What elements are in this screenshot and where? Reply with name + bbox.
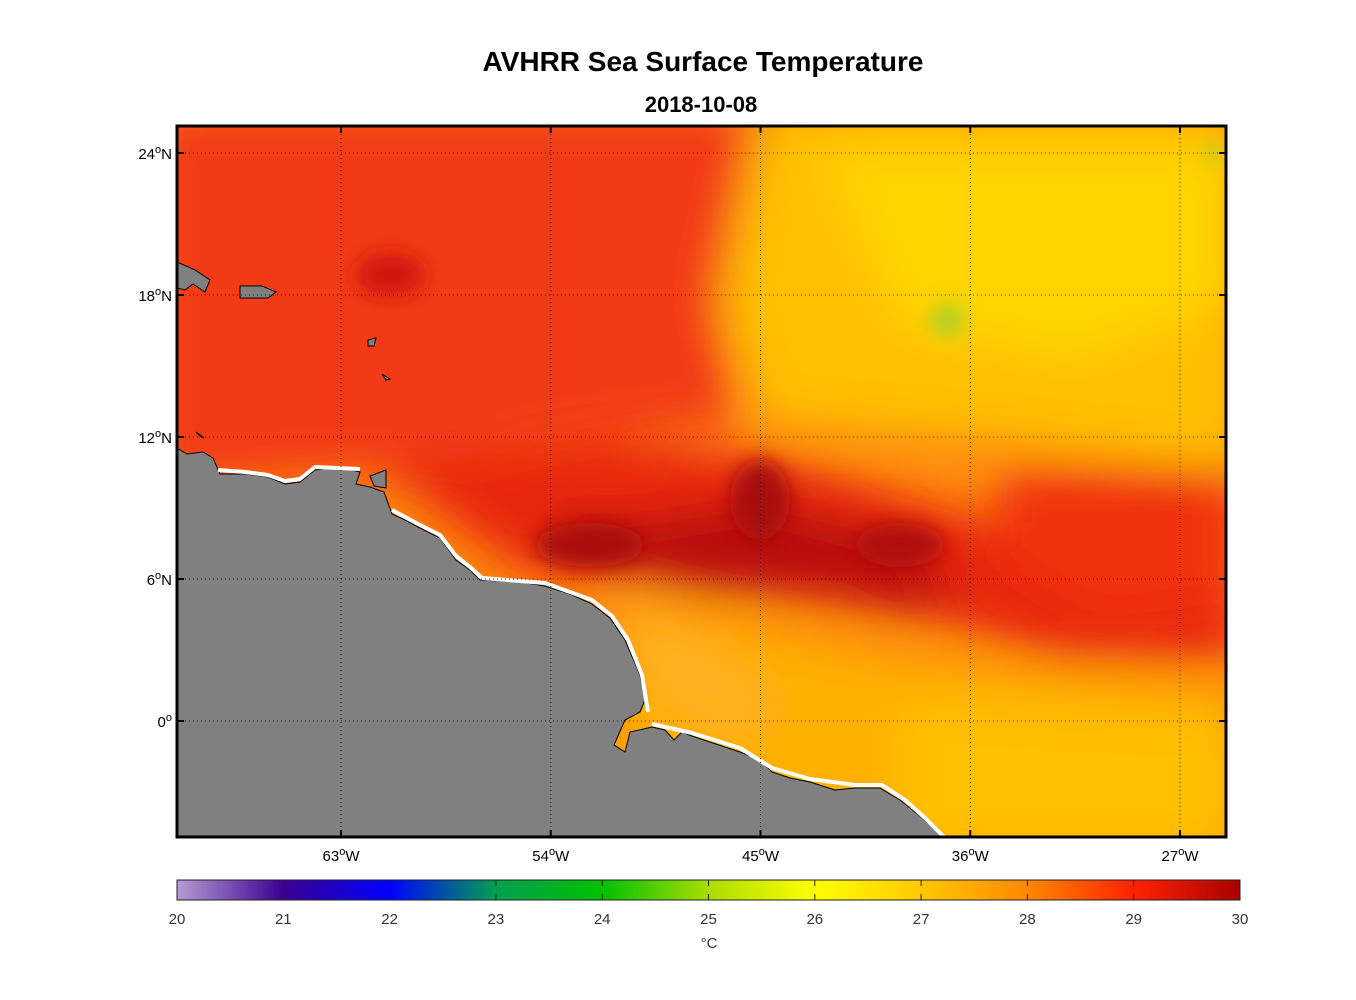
coastal-no-data-fringe	[217, 465, 947, 837]
lat-tick-label: 24oN	[138, 144, 172, 163]
colorbar: 20 21 22 23 24 25 26 27 28 29 30 °C	[169, 879, 1249, 952]
colorbar-tick-label: 28	[1019, 911, 1036, 928]
lat-tick-label: 6oN	[147, 570, 172, 589]
map-gridlines	[177, 126, 1226, 837]
lat-tick-label: 12oN	[138, 428, 172, 447]
colorbar-unit-label: °C	[701, 935, 718, 952]
land-south-america	[177, 447, 942, 837]
lon-tick-label: 45oW	[742, 846, 780, 865]
colorbar-tick-label: 24	[594, 911, 611, 928]
colorbar-tick-label: 26	[806, 911, 823, 928]
map-title: AVHRR Sea Surface Temperature	[482, 46, 924, 77]
map-subtitle: 2018-10-08	[644, 92, 758, 117]
lon-tick-label: 54oW	[532, 846, 570, 865]
lon-tick-label: 27oW	[1162, 846, 1200, 865]
lon-tick-label: 36oW	[952, 846, 990, 865]
lat-tick-label: 0o	[158, 712, 172, 731]
colorbar-tick-label: 21	[275, 911, 292, 928]
colorbar-tick-label: 30	[1232, 911, 1249, 928]
colorbar-tick-label: 23	[488, 911, 505, 928]
map-frame	[175, 124, 1228, 839]
land-caribbean-islands	[177, 261, 392, 489]
latitude-ticks: 24oN 18oN 12oN 6oN 0o	[138, 144, 1226, 731]
sst-field	[177, 126, 1226, 837]
colorbar-tick-label: 25	[700, 911, 717, 928]
colorbar-tick-label: 20	[169, 911, 186, 928]
lat-tick-label: 18oN	[138, 286, 172, 305]
colorbar-tick-label: 22	[381, 911, 398, 928]
lon-tick-label: 63oW	[323, 846, 361, 865]
longitude-ticks: 63oW 54oW 45oW 36oW 27oW	[323, 126, 1200, 865]
colorbar-tick-label: 27	[913, 911, 930, 928]
colorbar-ticks: 20 21 22 23 24 25 26 27 28 29 30	[169, 880, 1249, 928]
colorbar-tick-label: 29	[1125, 911, 1142, 928]
